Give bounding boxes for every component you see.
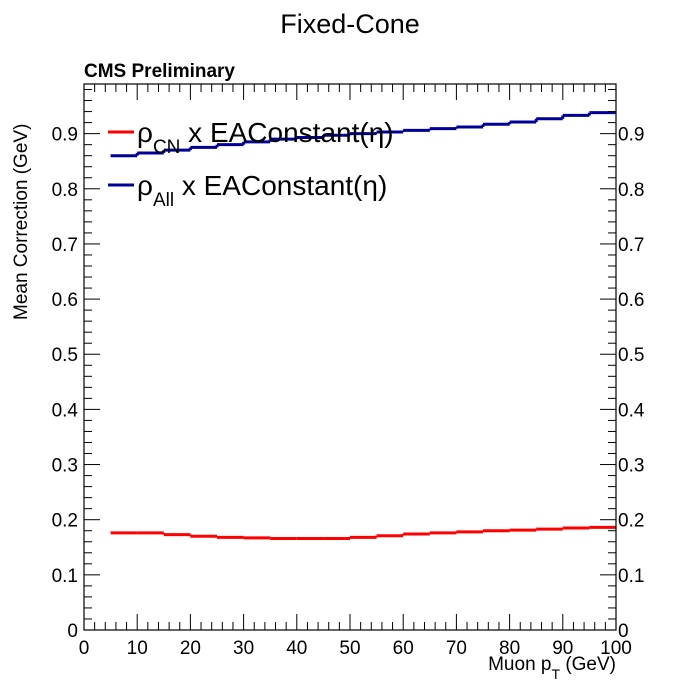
y-tick-label-right: 0.3 xyxy=(618,456,644,477)
legend-label-rho-cn: ρCN x EAConstant(η) xyxy=(137,117,394,158)
chart-title: Fixed-Cone xyxy=(280,9,420,39)
y-tick-label-right: 0 xyxy=(618,621,629,642)
y-tick-label: 0.2 xyxy=(52,511,78,532)
x-axis-title-main: Muon p xyxy=(488,654,551,675)
y-tick-label: 0.1 xyxy=(52,566,78,587)
y-tick-label: 0.9 xyxy=(52,125,78,146)
y-axis-title: Mean Correction (GeV) xyxy=(11,124,32,320)
legend-rho-cn-text: x EAConstant(η) xyxy=(180,117,393,148)
x-tick-label: 50 xyxy=(339,638,360,659)
y-tick-label-right: 0.5 xyxy=(618,345,644,366)
x-tick-label: 0 xyxy=(79,638,90,659)
x-tick-label: 60 xyxy=(393,638,414,659)
y-tick-label: 0.5 xyxy=(52,345,78,366)
y-tick-label: 0.6 xyxy=(52,290,78,311)
cms-label: CMS Preliminary xyxy=(84,61,235,82)
ticks-layer xyxy=(83,84,617,631)
plot-frame xyxy=(83,83,617,631)
legend: ρCN x EAConstant(η) ρAll x EAConstant(η) xyxy=(108,117,394,211)
series-layer xyxy=(110,111,616,540)
legend-rho-all-subscript: All xyxy=(153,190,174,211)
x-axis-title-suffix: (GeV) xyxy=(560,654,616,675)
x-axis-title: Muon pT (GeV) xyxy=(488,654,616,682)
x-tick-label: 10 xyxy=(127,638,148,659)
legend-rho-all-text: x EAConstant(η) xyxy=(174,170,387,201)
legend-rho-cn-symbol: ρ xyxy=(137,117,153,148)
y-tick-label: 0.4 xyxy=(52,400,79,421)
x-axis-title-subscript: T xyxy=(551,666,560,682)
x-tick-label: 20 xyxy=(180,638,201,659)
y-tick-label: 0 xyxy=(67,621,78,642)
y-tick-label: 0.3 xyxy=(52,456,78,477)
x-tick-label: 30 xyxy=(233,638,254,659)
legend-label-rho-all: ρAll x EAConstant(η) xyxy=(137,170,387,211)
y-tick-label-right: 0.6 xyxy=(618,290,644,311)
y-tick-label: 0.8 xyxy=(52,180,78,201)
x-tick-label: 80 xyxy=(499,638,520,659)
x-tick-label: 90 xyxy=(552,638,573,659)
y-tick-label-right: 0.2 xyxy=(618,511,644,532)
y-tick-label-right: 0.4 xyxy=(618,400,645,421)
legend-rho-cn-subscript: CN xyxy=(153,137,180,158)
y-tick-label-right: 0.9 xyxy=(618,125,644,146)
x-tick-label: 70 xyxy=(446,638,467,659)
y-tick-label-right: 0.8 xyxy=(618,180,644,201)
x-tick-label: 40 xyxy=(286,638,307,659)
y-tick-label-right: 0.1 xyxy=(618,566,644,587)
y-tick-label: 0.7 xyxy=(52,235,78,256)
legend-rho-all-symbol: ρ xyxy=(137,170,153,201)
y-tick-label-right: 0.7 xyxy=(618,235,644,256)
x-tick-label: 100 xyxy=(600,638,632,659)
